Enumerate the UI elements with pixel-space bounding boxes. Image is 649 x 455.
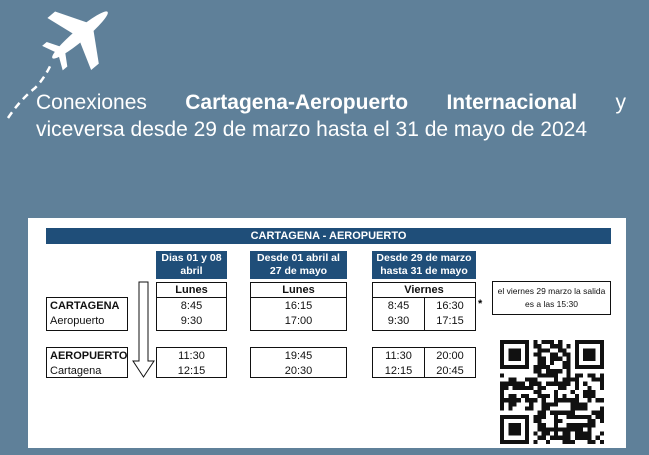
day-label: Lunes bbox=[250, 282, 347, 298]
column-heading: Desde 01 abril al 27 de mayo bbox=[250, 251, 347, 279]
row-label-return: AEROPUERTO Cartagena bbox=[46, 347, 128, 378]
row-label-outbound: CARTAGENA Aeropuerto bbox=[46, 297, 128, 331]
column-heading: Dias 01 y 08 abril bbox=[156, 251, 227, 279]
time-cell: 19:45 20:30 bbox=[250, 347, 347, 378]
time-cell: 8:45 9:30 bbox=[372, 297, 425, 331]
down-arrow-icon bbox=[132, 281, 155, 378]
airplane-icon bbox=[6, 11, 108, 119]
time-cell: 11:30 12:15 bbox=[156, 347, 227, 378]
headline-line2: viceversa desde 29 de marzo hasta el 31 … bbox=[36, 118, 588, 141]
headline-line1: Conexiones Cartagena-Aeropuerto Internac… bbox=[36, 91, 626, 114]
asterisk: * bbox=[478, 298, 483, 310]
table-header: CARTAGENA - AEROPUERTO bbox=[46, 228, 611, 244]
time-cell: 16:15 17:00 bbox=[250, 297, 347, 331]
column-heading: Desde 29 de marzo hasta 31 de mayo bbox=[372, 251, 476, 279]
time-cell: 20:00 20:45 bbox=[424, 347, 476, 378]
day-label: Viernes bbox=[372, 282, 476, 298]
qr-code[interactable] bbox=[497, 340, 607, 444]
note-box: el viernes 29 marzo la salida es a las 1… bbox=[492, 281, 611, 315]
time-cell: 8:45 9:30 bbox=[156, 297, 227, 331]
day-label: Lunes bbox=[156, 282, 227, 298]
time-cell: 16:30 17:15 bbox=[424, 297, 476, 331]
time-cell: 11:30 12:15 bbox=[372, 347, 425, 378]
